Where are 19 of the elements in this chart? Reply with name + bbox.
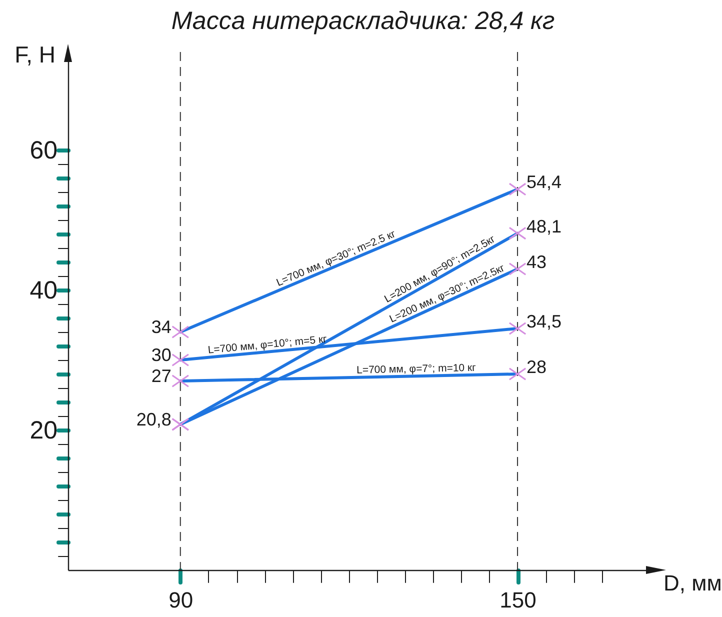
chart-title: Масса нитераскладчика: 28,4 кг bbox=[171, 7, 555, 35]
data-label: 28 bbox=[526, 357, 547, 377]
y-tick-label: 60 bbox=[30, 136, 58, 164]
data-label: 34 bbox=[151, 317, 172, 337]
data-label: 20,8 bbox=[136, 409, 172, 430]
data-label: 48,1 bbox=[526, 216, 562, 236]
y-tick-label: 20 bbox=[30, 416, 58, 444]
data-label: 30 bbox=[151, 345, 172, 365]
x-tick-label: 90 bbox=[168, 588, 194, 612]
x-axis-title: D, мм bbox=[664, 570, 722, 596]
data-label: 54,4 bbox=[526, 172, 562, 192]
data-label: 27 bbox=[151, 366, 172, 386]
series-label: L=700 мм, φ=7°; m=10 кг bbox=[356, 362, 476, 376]
y-tick-label: 40 bbox=[30, 276, 58, 304]
x-tick-label: 150 bbox=[500, 588, 536, 612]
data-label: 43 bbox=[526, 252, 547, 272]
text: L=700 мм, φ=10°; m=5 кг bbox=[207, 333, 328, 356]
data-label: 34,5 bbox=[526, 312, 562, 332]
y-axis-title: F, Н bbox=[14, 42, 56, 68]
